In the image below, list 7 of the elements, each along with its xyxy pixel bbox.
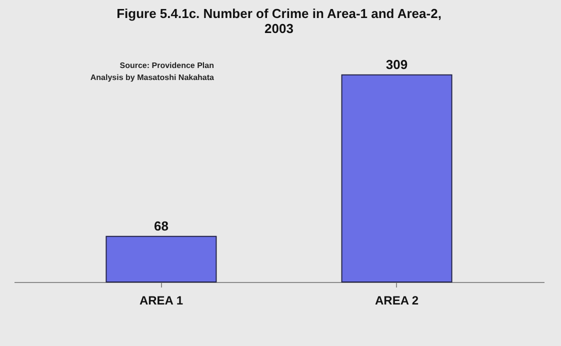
source-note: Source: Providence Plan: [120, 61, 214, 70]
x-tick-label: AREA 2: [374, 294, 419, 308]
annotation: Analysis by Masatoshi Nakahata: [90, 73, 215, 82]
data-label: 68: [154, 218, 168, 234]
data-label: 309: [386, 56, 408, 72]
x-tick-label: AREA 1: [139, 294, 184, 308]
chart-title: Figure 5.4.1c. Number of Crime in Area-1 and Area-2, 2003: [116, 6, 442, 36]
